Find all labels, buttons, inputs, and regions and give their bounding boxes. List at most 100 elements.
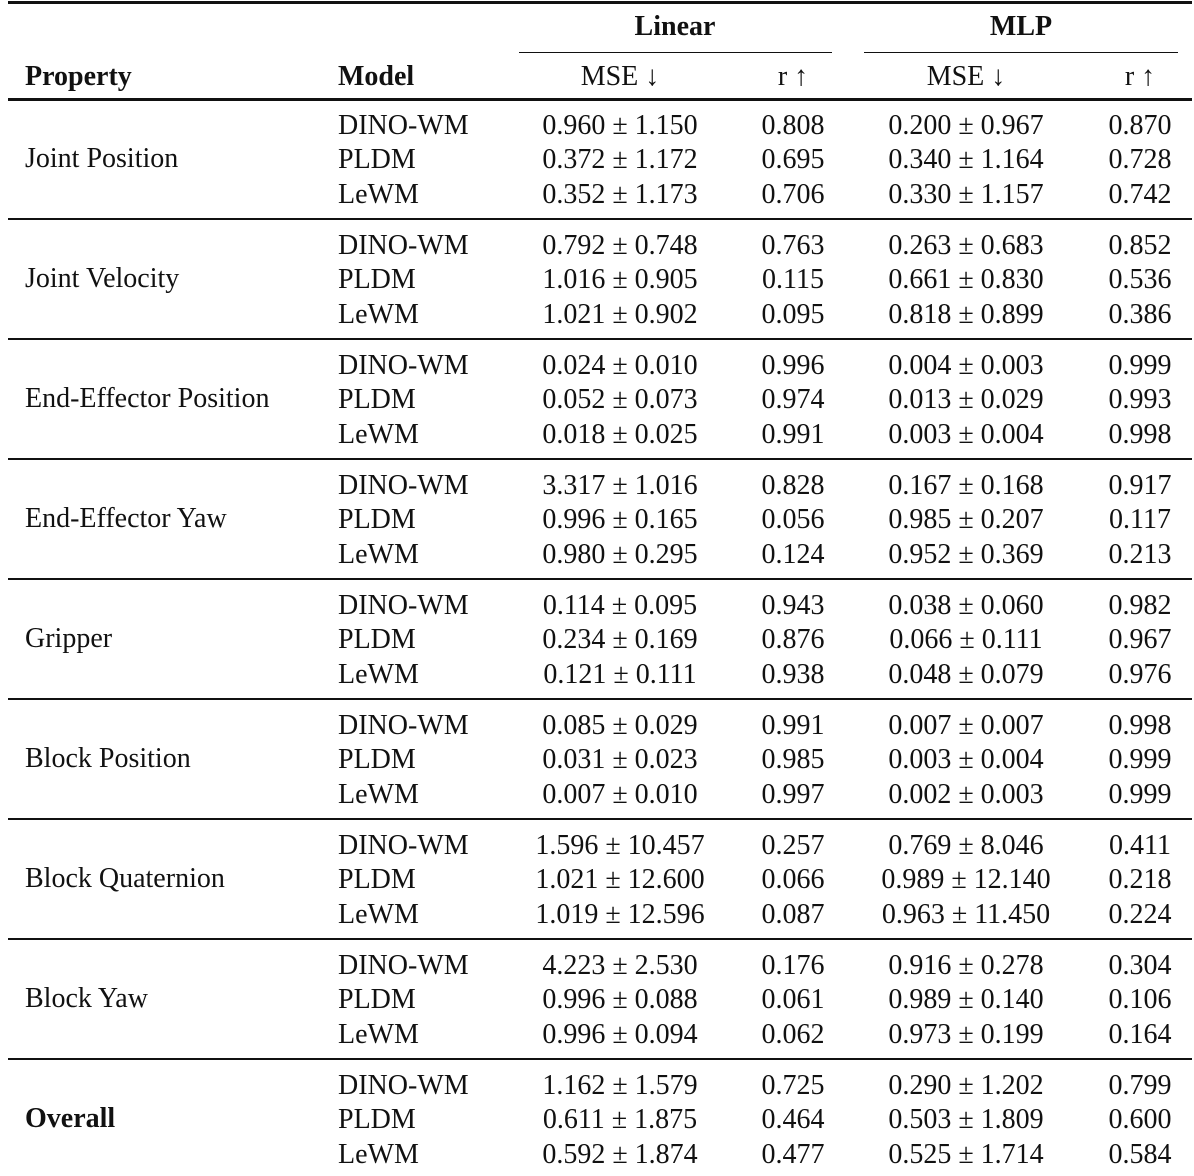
header-rule: [8, 98, 1192, 101]
property-label: End-Effector Yaw: [25, 503, 227, 534]
cell-value: 0.799: [1108, 1070, 1172, 1101]
cell-value: 0.998: [1108, 710, 1172, 741]
cell-value: 0.386: [1108, 299, 1172, 330]
column-header: MSE ↓: [580, 61, 660, 92]
model-name: LeWM: [338, 299, 419, 330]
column-header: Property: [25, 61, 132, 92]
cell-value: 0.340 ± 1.164: [888, 144, 1044, 175]
model-name: DINO-WM: [338, 1070, 469, 1101]
cell-value: 0.038 ± 0.060: [888, 590, 1044, 621]
cell-value: 0.477: [761, 1139, 825, 1170]
cell-value: 0.464: [761, 1104, 825, 1135]
cell-value: 0.031 ± 0.023: [542, 744, 698, 775]
cell-value: 0.124: [761, 539, 825, 570]
group-rule: [519, 52, 832, 53]
group-rule: [8, 818, 1192, 820]
cell-value: 0.993: [1108, 384, 1172, 415]
cell-value: 0.695: [761, 144, 825, 175]
cell-value: 0.095: [761, 299, 825, 330]
cell-value: 1.596 ± 10.457: [535, 830, 705, 861]
cell-value: 0.218: [1108, 864, 1172, 895]
cell-value: 0.976: [1108, 659, 1172, 690]
model-name: DINO-WM: [338, 710, 469, 741]
column-header: r ↑: [777, 61, 809, 92]
cell-value: 1.019 ± 12.596: [535, 899, 705, 930]
cell-value: 0.503 ± 1.809: [888, 1104, 1044, 1135]
column-header: MSE ↓: [926, 61, 1006, 92]
cell-value: 0.257: [761, 830, 825, 861]
cell-value: 0.352 ± 1.173: [542, 179, 698, 210]
cell-value: 0.525 ± 1.714: [888, 1139, 1044, 1170]
cell-value: 0.062: [761, 1019, 825, 1050]
cell-value: 0.763: [761, 230, 825, 261]
cell-value: 4.223 ± 2.530: [542, 950, 698, 981]
cell-value: 0.706: [761, 179, 825, 210]
cell-value: 0.372 ± 1.172: [542, 144, 698, 175]
model-name: DINO-WM: [338, 590, 469, 621]
cell-value: 0.052 ± 0.073: [542, 384, 698, 415]
model-name: DINO-WM: [338, 110, 469, 141]
cell-value: 0.411: [1109, 830, 1171, 861]
column-header: r ↑: [1124, 61, 1156, 92]
cell-value: 1.016 ± 0.905: [542, 264, 698, 295]
cell-value: 0.600: [1108, 1104, 1172, 1135]
group-rule: [8, 1058, 1192, 1060]
cell-value: 0.013 ± 0.029: [888, 384, 1044, 415]
model-name: LeWM: [338, 179, 419, 210]
cell-value: 0.991: [761, 419, 825, 450]
cell-value: 0.870: [1108, 110, 1172, 141]
model-name: LeWM: [338, 419, 419, 450]
group-header: MLP: [989, 11, 1053, 42]
cell-value: 0.999: [1108, 779, 1172, 810]
property-label: End-Effector Position: [25, 383, 270, 414]
cell-value: 0.818 ± 0.899: [888, 299, 1044, 330]
cell-value: 0.117: [1109, 504, 1171, 535]
property-label: Joint Velocity: [25, 263, 180, 294]
property-label: Joint Position: [25, 143, 179, 174]
cell-value: 1.021 ± 12.600: [535, 864, 705, 895]
cell-value: 0.213: [1108, 539, 1172, 570]
cell-value: 0.938: [761, 659, 825, 690]
cell-value: 0.066: [761, 864, 825, 895]
cell-value: 1.162 ± 1.579: [542, 1070, 698, 1101]
cell-value: 0.115: [762, 264, 824, 295]
model-name: PLDM: [338, 144, 416, 175]
cell-value: 0.996 ± 0.088: [542, 984, 698, 1015]
group-rule: [864, 52, 1178, 53]
model-name: DINO-WM: [338, 230, 469, 261]
cell-value: 0.114 ± 0.095: [542, 590, 698, 621]
model-name: DINO-WM: [338, 950, 469, 981]
cell-value: 0.018 ± 0.025: [542, 419, 698, 450]
cell-value: 0.998: [1108, 419, 1172, 450]
model-name: LeWM: [338, 539, 419, 570]
cell-value: 0.989 ± 12.140: [881, 864, 1051, 895]
group-rule: [8, 458, 1192, 460]
cell-value: 0.852: [1108, 230, 1172, 261]
cell-value: 0.828: [761, 470, 825, 501]
cell-value: 0.003 ± 0.004: [888, 419, 1044, 450]
cell-value: 0.792 ± 0.748: [542, 230, 698, 261]
cell-value: 0.991: [761, 710, 825, 741]
cell-value: 0.963 ± 11.450: [881, 899, 1051, 930]
property-label: Gripper: [25, 623, 113, 654]
cell-value: 0.056: [761, 504, 825, 535]
cell-value: 0.330 ± 1.157: [888, 179, 1044, 210]
model-name: PLDM: [338, 264, 416, 295]
property-label: Block Position: [25, 743, 191, 774]
model-name: PLDM: [338, 1104, 416, 1135]
model-name: PLDM: [338, 744, 416, 775]
cell-value: 0.048 ± 0.079: [888, 659, 1044, 690]
group-rule: [8, 578, 1192, 580]
group-header: Linear: [634, 11, 716, 42]
group-rule: [8, 338, 1192, 340]
cell-value: 0.982: [1108, 590, 1172, 621]
model-name: DINO-WM: [338, 470, 469, 501]
cell-value: 0.536: [1108, 264, 1172, 295]
cell-value: 0.999: [1108, 350, 1172, 381]
cell-value: 0.200 ± 0.967: [888, 110, 1044, 141]
cell-value: 0.980 ± 0.295: [542, 539, 698, 570]
cell-value: 0.087: [761, 899, 825, 930]
cell-value: 0.002 ± 0.003: [888, 779, 1044, 810]
cell-value: 0.916 ± 0.278: [888, 950, 1044, 981]
